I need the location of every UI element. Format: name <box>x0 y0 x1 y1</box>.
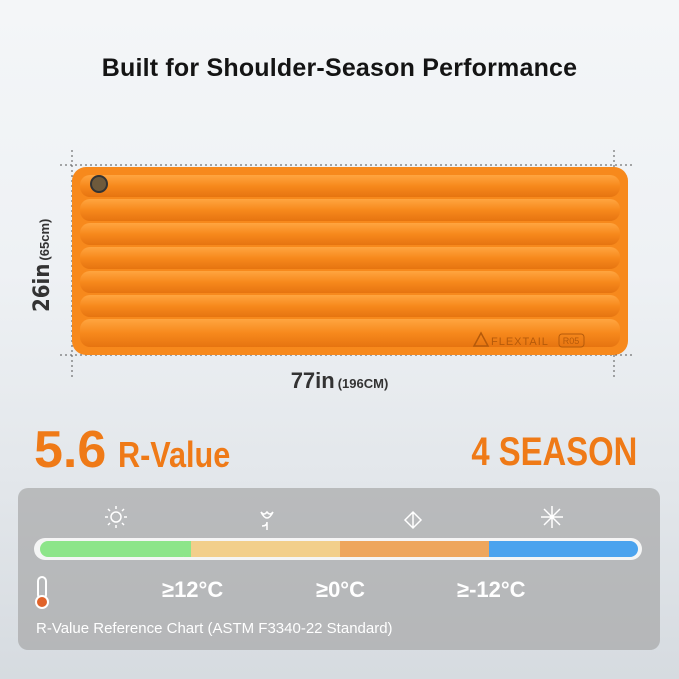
model: R05 <box>563 336 580 346</box>
season: 4 SEASON <box>471 430 637 474</box>
chart-caption: R-Value Reference Chart (ASTM F3340-22 S… <box>36 620 393 637</box>
temperature-label: ≥0°C <box>316 577 365 602</box>
title: Built for Shoulder-Season Performance <box>101 54 578 82</box>
length-dimension: 77in (196CM) <box>0 368 679 394</box>
temperature-label: ≥12°C <box>162 577 224 602</box>
length: 77in <box>290 368 335 393</box>
length-metric: (196CM) <box>337 376 389 391</box>
r-value-number: 5.6 <box>34 421 107 479</box>
brand: FLEXTAIL <box>491 336 549 348</box>
temperature-label: ≥-12°C <box>457 577 526 602</box>
r-value-label: R-Value <box>118 434 231 475</box>
